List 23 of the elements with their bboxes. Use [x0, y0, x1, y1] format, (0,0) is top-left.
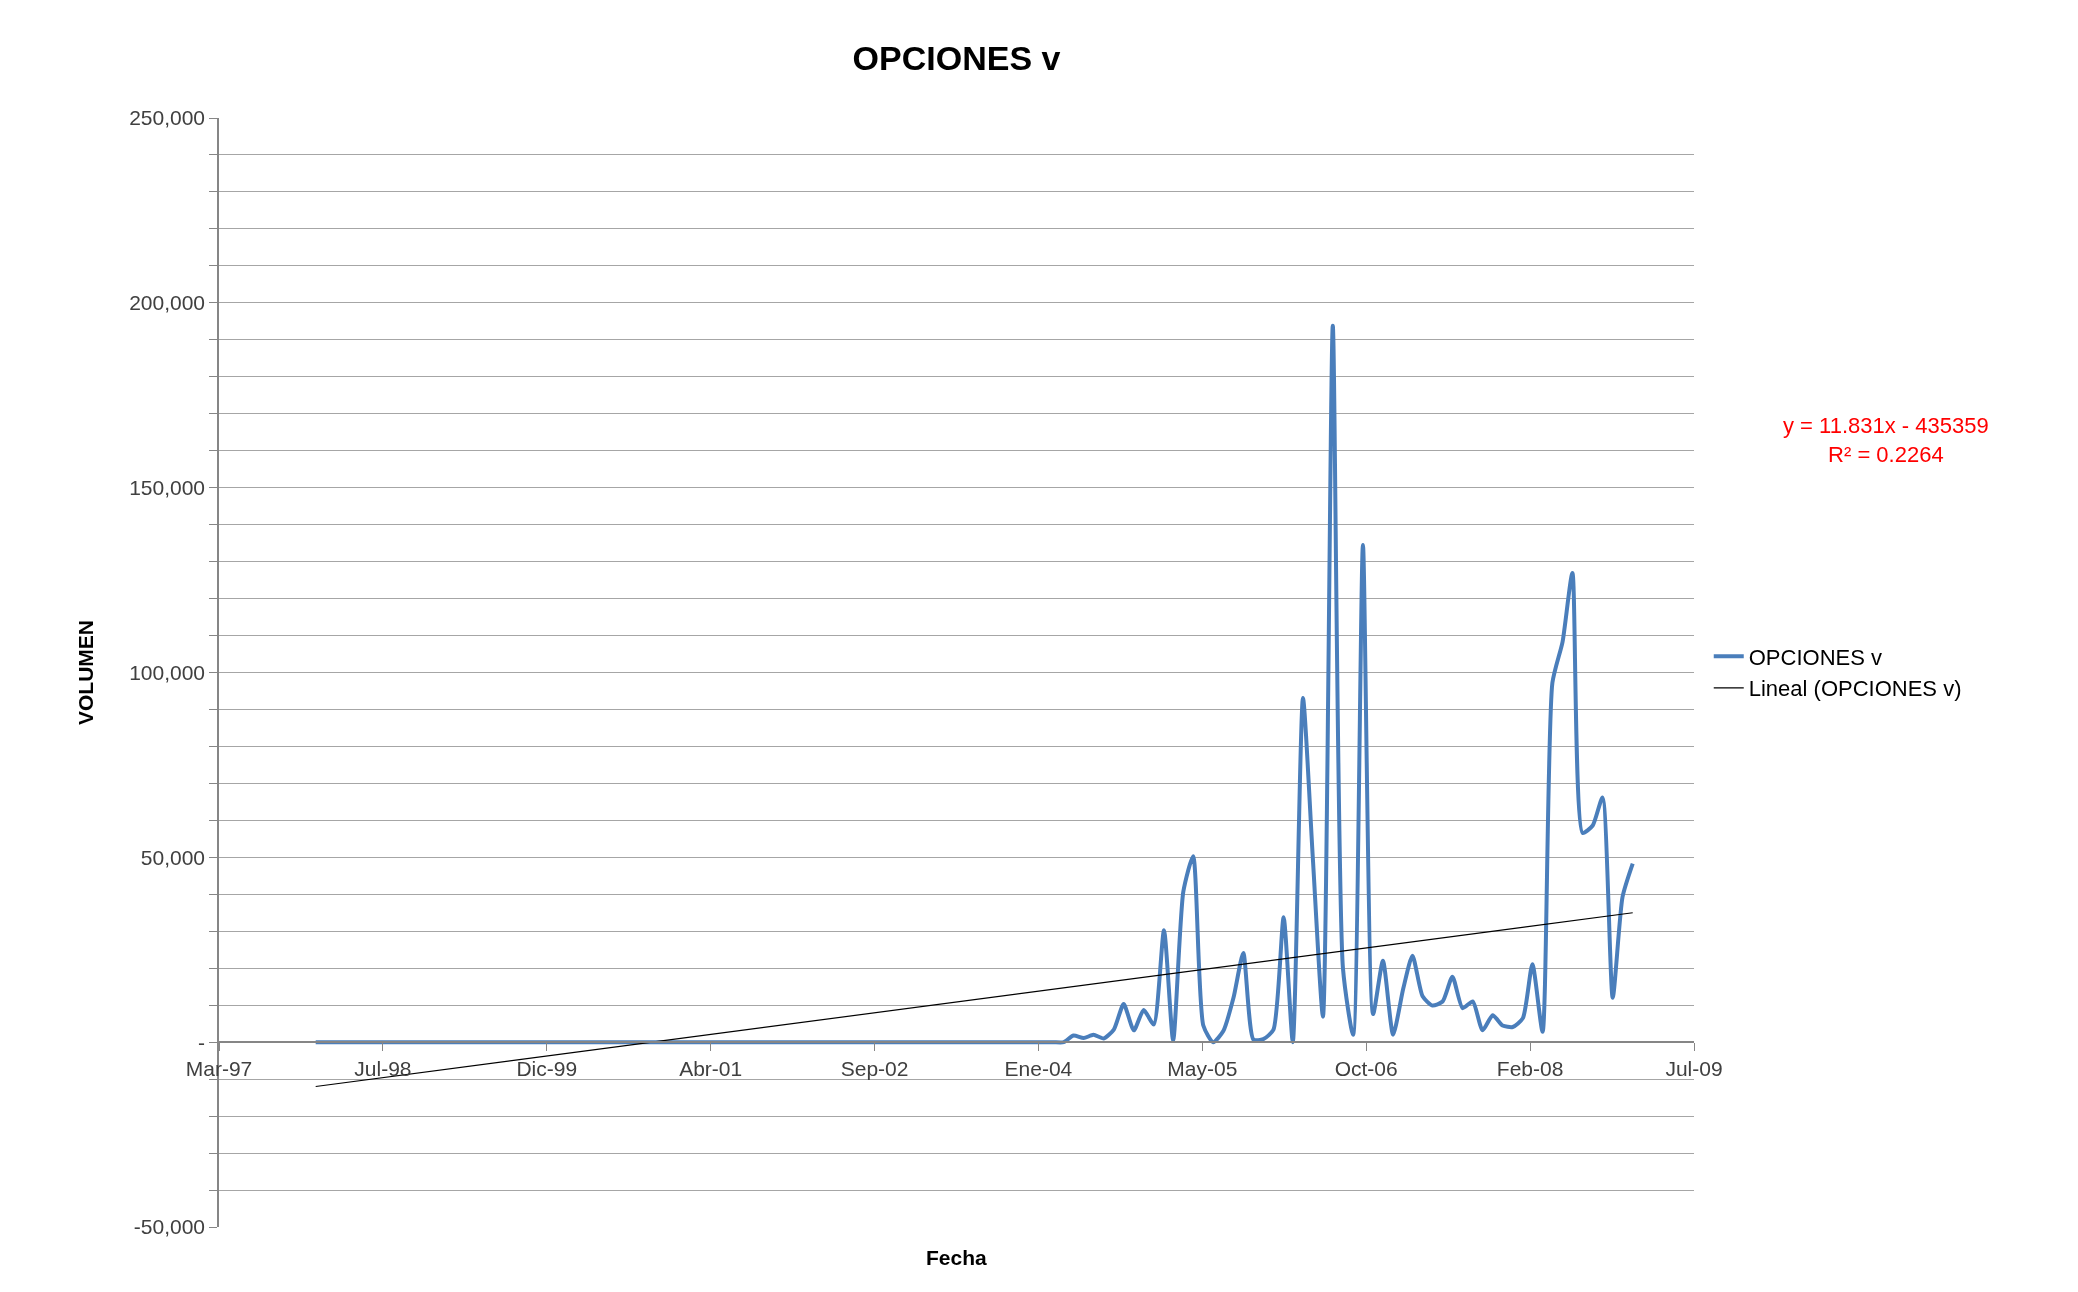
y-tick-label: -50,000 — [133, 1215, 206, 1239]
legend-label: OPCIONES v — [1748, 644, 1882, 670]
x-tick-label: Feb-08 — [1496, 1057, 1564, 1081]
x-tick-label: Ene-04 — [1004, 1057, 1073, 1081]
line-series — [313, 323, 1635, 1045]
chart-title: OPCIONES v — [852, 38, 1061, 77]
y-tick-label: 250,000 — [129, 106, 206, 130]
x-tick-label: Oct-06 — [1334, 1057, 1398, 1081]
x-tick-label: Abr-01 — [679, 1057, 743, 1081]
x-tick-label: Sep-02 — [840, 1057, 909, 1081]
y-tick-label: - — [198, 1030, 206, 1054]
x-tick-label: Dic-99 — [516, 1057, 578, 1081]
x-tick-label: May-05 — [1167, 1057, 1238, 1081]
legend-label: Lineal (OPCIONES v) — [1748, 676, 1962, 702]
x-axis-title: Fecha — [926, 1246, 988, 1269]
y-tick-label: 200,000 — [129, 291, 206, 315]
y-axis-title: VOLUMEN — [73, 620, 97, 725]
x-tick-label: Jul-09 — [1665, 1057, 1723, 1081]
y-tick-label: 100,000 — [129, 660, 206, 684]
y-tick-label: 150,000 — [129, 476, 206, 500]
text: y = 11.831x - 435359 R² = 0.2264 — [1783, 413, 1989, 467]
y-tick-label: 50,000 — [140, 845, 206, 869]
x-tick-label: Jul-98 — [354, 1057, 412, 1081]
